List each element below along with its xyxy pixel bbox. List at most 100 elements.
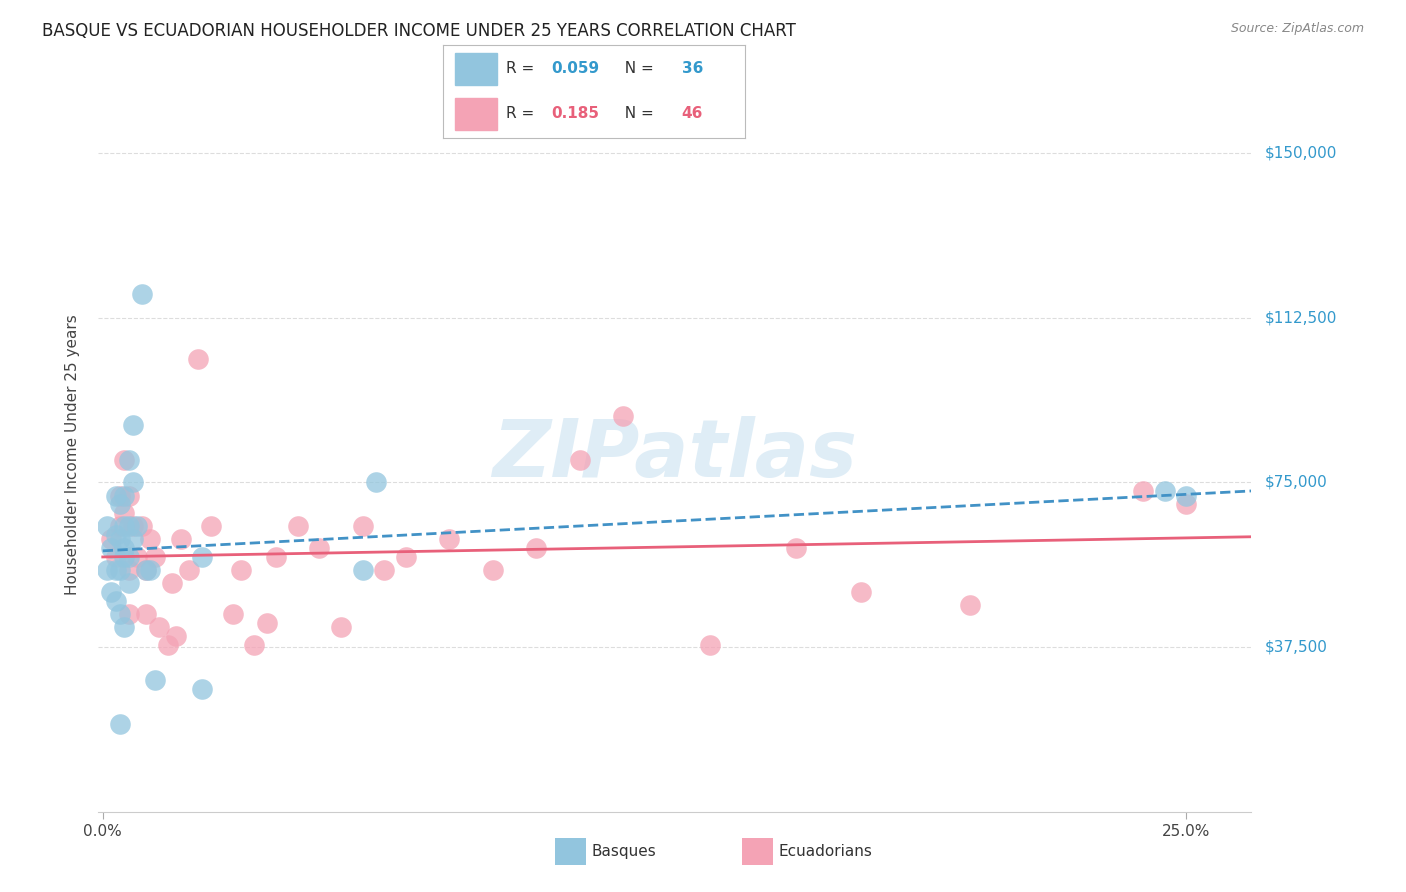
Point — [118, 607, 141, 621]
Point — [222, 607, 245, 621]
Point — [104, 528, 127, 542]
Point — [108, 533, 131, 547]
Point — [373, 563, 395, 577]
Point — [118, 563, 141, 577]
Point — [959, 599, 981, 613]
Text: ZIPatlas: ZIPatlas — [492, 416, 858, 494]
Point — [352, 563, 374, 577]
Point — [131, 519, 153, 533]
Point — [104, 594, 127, 608]
Point — [112, 506, 135, 520]
Point — [191, 549, 214, 564]
Text: $37,500: $37,500 — [1265, 640, 1329, 655]
Text: $150,000: $150,000 — [1265, 145, 1337, 161]
Point — [108, 607, 131, 621]
Point — [851, 585, 873, 599]
Point — [395, 549, 418, 564]
Point — [160, 576, 183, 591]
Point — [231, 563, 253, 577]
Bar — [456, 53, 498, 85]
Point — [1153, 484, 1175, 499]
Point — [118, 549, 141, 564]
Point — [308, 541, 330, 556]
Point — [108, 717, 131, 731]
Point — [108, 563, 131, 577]
Point — [699, 638, 721, 652]
Y-axis label: Householder Income Under 25 years: Householder Income Under 25 years — [65, 315, 80, 595]
Text: 0.059: 0.059 — [551, 62, 600, 77]
Point — [256, 615, 278, 630]
Point — [785, 541, 807, 556]
Point — [112, 541, 135, 556]
Point — [243, 638, 266, 652]
Point — [1132, 484, 1154, 499]
Point — [143, 673, 166, 687]
Point — [200, 519, 222, 533]
Point — [127, 519, 149, 533]
Point — [143, 549, 166, 564]
Point — [139, 563, 162, 577]
Point — [191, 681, 214, 696]
Point — [156, 638, 179, 652]
Point — [112, 489, 135, 503]
Text: BASQUE VS ECUADORIAN HOUSEHOLDER INCOME UNDER 25 YEARS CORRELATION CHART: BASQUE VS ECUADORIAN HOUSEHOLDER INCOME … — [42, 22, 796, 40]
Text: R =: R = — [506, 106, 540, 121]
Text: $75,000: $75,000 — [1265, 475, 1329, 490]
Text: Basques: Basques — [592, 845, 657, 859]
Point — [264, 549, 287, 564]
Point — [118, 489, 141, 503]
Point — [139, 533, 162, 547]
Point — [118, 576, 141, 591]
Point — [482, 563, 505, 577]
Point — [112, 519, 135, 533]
Point — [439, 533, 461, 547]
Point — [96, 519, 118, 533]
Text: R =: R = — [506, 62, 540, 77]
Point — [148, 620, 170, 634]
Point — [122, 418, 145, 433]
Point — [104, 563, 127, 577]
Bar — [456, 98, 498, 130]
Point — [364, 475, 387, 490]
Point — [112, 620, 135, 634]
Text: 0.185: 0.185 — [551, 106, 600, 121]
Point — [131, 286, 153, 301]
Point — [108, 519, 131, 533]
Text: 36: 36 — [682, 62, 703, 77]
Point — [1175, 497, 1198, 511]
Point — [96, 563, 118, 577]
Point — [135, 607, 157, 621]
Text: $112,500: $112,500 — [1265, 310, 1337, 326]
Point — [187, 352, 209, 367]
Point — [100, 585, 122, 599]
Point — [112, 549, 135, 564]
Point — [100, 533, 122, 547]
Point — [135, 563, 157, 577]
Point — [104, 489, 127, 503]
Point — [100, 541, 122, 556]
Point — [170, 533, 193, 547]
Point — [122, 475, 145, 490]
Point — [165, 629, 187, 643]
Text: N =: N = — [616, 106, 659, 121]
Point — [612, 409, 634, 424]
Point — [352, 519, 374, 533]
Point — [330, 620, 353, 634]
Point — [568, 453, 591, 467]
Text: N =: N = — [616, 62, 659, 77]
Point — [1175, 489, 1198, 503]
Text: 46: 46 — [682, 106, 703, 121]
Text: Source: ZipAtlas.com: Source: ZipAtlas.com — [1230, 22, 1364, 36]
Point — [118, 453, 141, 467]
Point — [118, 519, 141, 533]
Point — [287, 519, 309, 533]
Text: Ecuadorians: Ecuadorians — [779, 845, 873, 859]
Point — [179, 563, 201, 577]
Point — [112, 453, 135, 467]
Point — [108, 497, 131, 511]
Point — [104, 549, 127, 564]
Point — [122, 533, 145, 547]
Point — [127, 549, 149, 564]
Point — [524, 541, 547, 556]
Point — [135, 563, 157, 577]
